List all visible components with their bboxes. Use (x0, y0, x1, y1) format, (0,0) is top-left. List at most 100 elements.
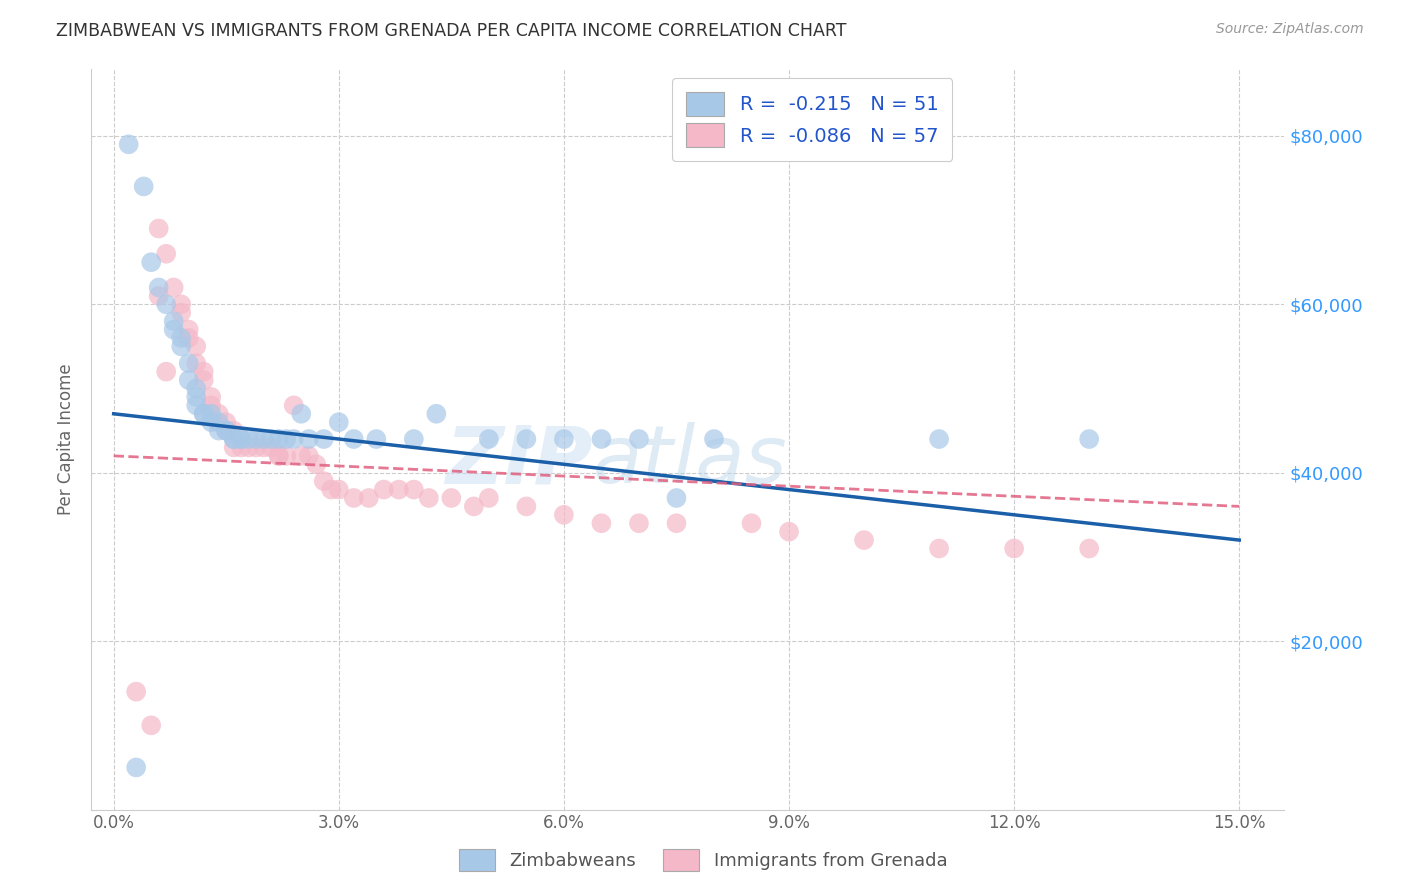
Point (148, 280, 170, 294)
Point (267, 432, 290, 446)
Point (425, 407, 447, 421)
Point (328, 483, 350, 497)
Text: Source: ZipAtlas.com: Source: ZipAtlas.com (1216, 22, 1364, 37)
Point (1002, 541, 1025, 556)
Point (290, 407, 312, 421)
Point (328, 415, 350, 429)
Point (170, 306, 193, 320)
Point (253, 441, 276, 455)
Point (215, 424, 238, 438)
Point (208, 407, 231, 421)
Point (125, 684, 148, 698)
Point (155, 365, 177, 379)
Point (118, 137, 141, 152)
Point (591, 432, 613, 446)
Point (193, 373, 215, 387)
Point (515, 432, 537, 446)
Point (253, 432, 276, 446)
Point (193, 365, 215, 379)
Point (215, 424, 238, 438)
Point (260, 432, 283, 446)
Point (627, 432, 650, 446)
Point (231, 432, 253, 446)
Point (148, 289, 170, 303)
Point (200, 407, 222, 421)
Point (703, 432, 725, 446)
Point (222, 424, 245, 438)
Point (402, 483, 425, 497)
Point (245, 441, 267, 455)
Point (141, 255, 163, 269)
Point (177, 356, 200, 370)
Point (148, 221, 170, 235)
Point (170, 331, 193, 345)
Point (245, 432, 267, 446)
Point (290, 449, 312, 463)
Point (215, 415, 238, 429)
Point (928, 541, 950, 556)
Point (193, 407, 215, 421)
Point (163, 322, 186, 336)
Point (627, 516, 650, 531)
Point (200, 415, 222, 429)
Point (238, 441, 260, 455)
Point (186, 339, 208, 353)
Point (215, 424, 238, 438)
Text: ZIP: ZIP (444, 422, 592, 500)
Legend: Zimbabweans, Immigrants from Grenada: Zimbabweans, Immigrants from Grenada (451, 842, 955, 879)
Point (170, 339, 193, 353)
Point (1078, 541, 1101, 556)
Y-axis label: Per Capita Income: Per Capita Income (58, 363, 75, 515)
Point (260, 441, 283, 455)
Point (440, 491, 463, 505)
Point (928, 432, 950, 446)
Point (665, 491, 688, 505)
Point (222, 441, 245, 455)
Point (1078, 432, 1101, 446)
Point (778, 524, 800, 539)
Point (298, 432, 321, 446)
Point (267, 449, 290, 463)
Point (357, 491, 380, 505)
Text: ZIMBABWEAN VS IMMIGRANTS FROM GRENADA PER CAPITA INCOME CORRELATION CHART: ZIMBABWEAN VS IMMIGRANTS FROM GRENADA PE… (56, 22, 846, 40)
Point (208, 415, 231, 429)
Point (141, 718, 163, 732)
Point (231, 432, 253, 446)
Point (740, 516, 762, 531)
Point (343, 432, 366, 446)
Point (177, 322, 200, 336)
Point (186, 382, 208, 396)
Point (125, 760, 148, 774)
Point (200, 390, 222, 404)
Point (208, 424, 231, 438)
Point (222, 432, 245, 446)
Point (478, 432, 501, 446)
Point (305, 458, 328, 472)
Point (388, 483, 411, 497)
Point (177, 331, 200, 345)
Point (591, 516, 613, 531)
Point (853, 533, 876, 547)
Point (343, 491, 366, 505)
Point (132, 179, 155, 194)
Point (366, 432, 388, 446)
Point (186, 390, 208, 404)
Point (200, 398, 222, 412)
Point (321, 483, 343, 497)
Point (418, 491, 440, 505)
Point (186, 356, 208, 370)
Point (553, 432, 575, 446)
Point (276, 432, 298, 446)
Point (373, 483, 395, 497)
Point (463, 500, 485, 514)
Point (283, 398, 305, 412)
Point (155, 297, 177, 311)
Point (177, 373, 200, 387)
Point (515, 500, 537, 514)
Point (312, 432, 335, 446)
Point (186, 398, 208, 412)
Point (193, 407, 215, 421)
Point (267, 449, 290, 463)
Point (155, 247, 177, 261)
Point (170, 297, 193, 311)
